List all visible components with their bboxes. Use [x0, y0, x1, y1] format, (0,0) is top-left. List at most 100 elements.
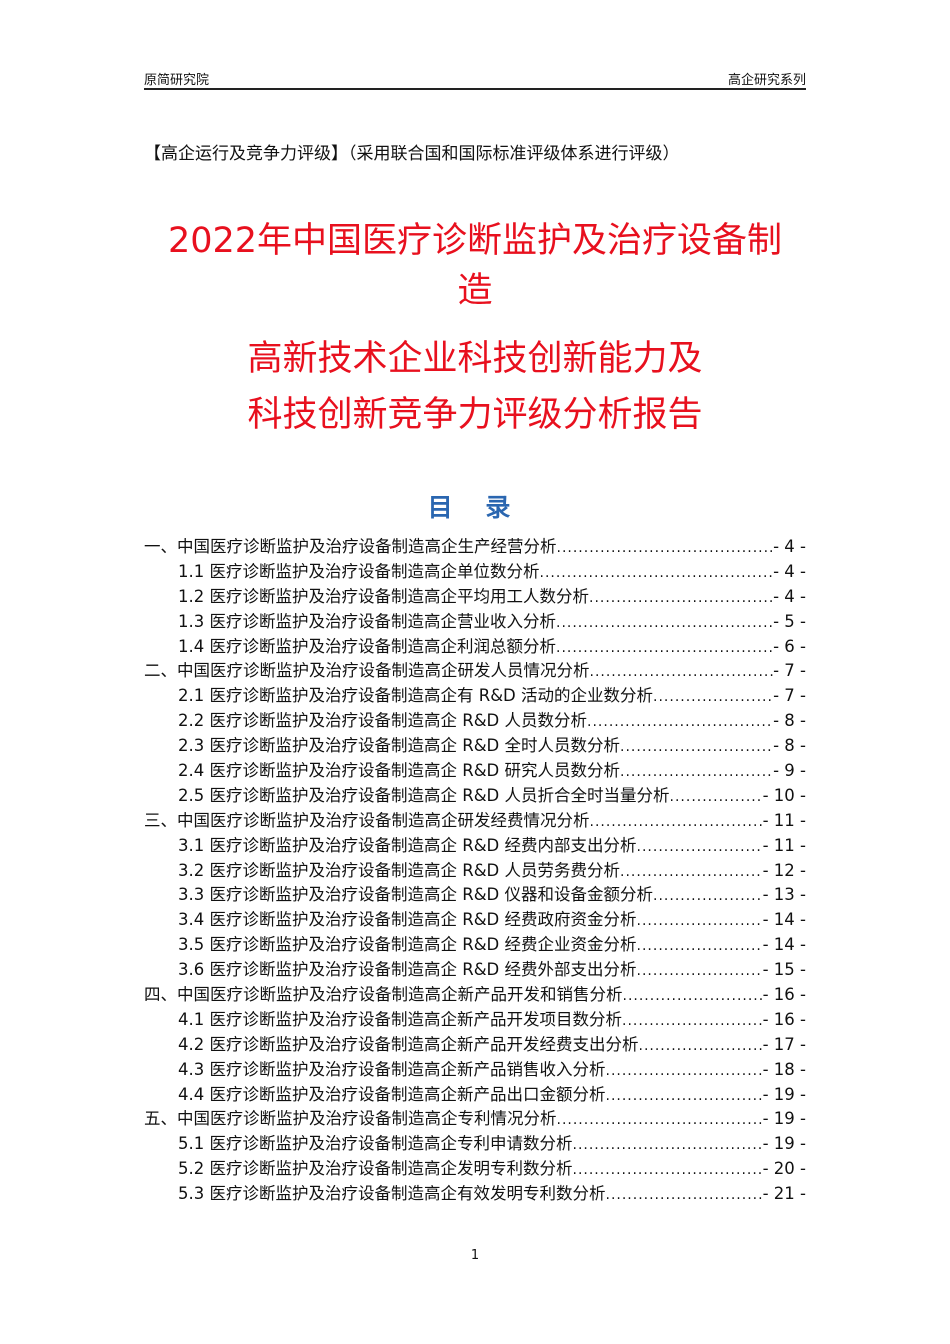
toc-entry[interactable]: 三、中国医疗诊断监护及治疗设备制造高企研发经费情况分析 - 11 - [144, 807, 806, 832]
toc-entry[interactable]: 二、中国医疗诊断监护及治疗设备制造高企研发人员情况分析 - 7 - [144, 657, 806, 682]
toc-entry[interactable]: 3.3 医疗诊断监护及治疗设备制造高企 R&D 仪器和设备金额分析 - 13 - [144, 881, 806, 906]
toc-entry-title: 三、中国医疗诊断监护及治疗设备制造高企研发经费情况分析 [144, 810, 590, 830]
toc-entry-title: 4.1 医疗诊断监护及治疗设备制造高企新产品开发项目数分析 [178, 1009, 622, 1029]
toc-entry-page: - 18 - [762, 1059, 806, 1079]
toc-entry-page: - 10 - [762, 785, 806, 805]
toc-entry-title: 3.4 医疗诊断监护及治疗设备制造高企 R&D 经费政府资金分析 [178, 910, 637, 930]
toc-entry[interactable]: 4.2 医疗诊断监护及治疗设备制造高企新产品开发经费支出分析 - 17 - [144, 1031, 806, 1056]
dot-leader [637, 839, 763, 855]
toc-entry-title: 1.2 医疗诊断监护及治疗设备制造高企平均用工人数分析 [178, 586, 589, 606]
toc-entry[interactable]: 2.3 医疗诊断监护及治疗设备制造高企 R&D 全时人员数分析 - 8 - [144, 732, 806, 757]
toc-entry-title: 一、中国医疗诊断监护及治疗设备制造高企生产经营分析 [144, 537, 557, 556]
report-subtitle: 【高企运行及竞争力评级】（采用联合国和国际标准评级体系进行评级） [144, 144, 680, 164]
toc-entry[interactable]: 五、中国医疗诊断监护及治疗设备制造高企专利情况分析 - 19 - [144, 1105, 806, 1130]
toc-entry[interactable]: 4.1 医疗诊断监护及治疗设备制造高企新产品开发项目数分析 - 16 - [144, 1006, 806, 1031]
toc-entry[interactable]: 3.4 医疗诊断监护及治疗设备制造高企 R&D 经费政府资金分析 - 14 - [144, 906, 806, 931]
dot-leader [606, 1187, 763, 1203]
dot-leader [622, 1013, 763, 1029]
dot-leader [637, 938, 763, 954]
toc-entry-page: - 4 - [773, 537, 806, 556]
toc-entry-title: 1.1 医疗诊断监护及治疗设备制造高企单位数分析 [178, 561, 540, 581]
toc-entry-page: - 19 - [762, 1084, 806, 1104]
toc-entry[interactable]: 2.5 医疗诊断监护及治疗设备制造高企 R&D 人员折合全时当量分析 - 10 - [144, 782, 806, 807]
toc-entry-title: 四、中国医疗诊断监护及治疗设备制造高企新产品开发和销售分析 [144, 985, 623, 1005]
table-of-contents: 一、中国医疗诊断监护及治疗设备制造高企生产经营分析- 4 -1.1 医疗诊断监护… [144, 533, 806, 1205]
toc-entry[interactable]: 3.2 医疗诊断监护及治疗设备制造高企 R&D 人员劳务费分析 - 12 - [144, 857, 806, 882]
toc-entry-page: - 11 - [762, 835, 806, 855]
dot-leader [637, 963, 763, 979]
dot-leader [653, 888, 763, 904]
toc-entry-page: - 15 - [762, 960, 806, 980]
toc-heading: 目 录 [427, 493, 523, 522]
toc-entry-page: - 19 - [762, 1109, 806, 1129]
page-number: 1 [470, 1248, 480, 1263]
dot-leader [557, 1112, 763, 1128]
dot-leader [620, 864, 763, 880]
toc-entry-title: 3.6 医疗诊断监护及治疗设备制造高企 R&D 经费外部支出分析 [178, 960, 637, 980]
toc-entry-title: 1.4 医疗诊断监护及治疗设备制造高企利润总额分析 [178, 636, 556, 656]
toc-entry-title: 3.3 医疗诊断监护及治疗设备制造高企 R&D 仪器和设备金额分析 [178, 885, 654, 905]
toc-entry[interactable]: 一、中国医疗诊断监护及治疗设备制造高企生产经营分析 - 4 - [144, 533, 806, 558]
toc-entry-page: - 11 - [762, 810, 806, 830]
toc-entry-page: - 4 - [773, 586, 806, 606]
dot-leader [590, 814, 763, 830]
toc-entry[interactable]: 3.6 医疗诊断监护及治疗设备制造高企 R&D 经费外部支出分析 - 15 - [144, 956, 806, 981]
toc-entry-page: - 9 - [773, 761, 806, 781]
toc-entry-page: - 16 - [762, 985, 806, 1005]
toc-entry-page: - 5 - [773, 611, 806, 631]
toc-entry[interactable]: 1.3 医疗诊断监护及治疗设备制造高企营业收入分析 - 5 - [144, 608, 806, 633]
header-right: 高企研究系列 [727, 73, 806, 88]
toc-entry[interactable]: 2.2 医疗诊断监护及治疗设备制造高企 R&D 人员数分析 - 8 - [144, 707, 806, 732]
toc-entry-title: 2.2 医疗诊断监护及治疗设备制造高企 R&D 人员数分析 [178, 711, 588, 731]
title-line: 科技创新竞争力评级分析报告 [247, 395, 703, 435]
toc-entry[interactable]: 2.4 医疗诊断监护及治疗设备制造高企 R&D 研究人员数分析 - 9 - [144, 757, 806, 782]
toc-entry-page: - 20 - [762, 1159, 806, 1179]
toc-entry[interactable]: 4.4 医疗诊断监护及治疗设备制造高企新产品出口金额分析 - 19 - [144, 1081, 806, 1106]
toc-entry-title: 2.4 医疗诊断监护及治疗设备制造高企 R&D 研究人员数分析 [178, 761, 621, 781]
dot-leader [606, 1088, 763, 1104]
toc-entry-title: 2.1 医疗诊断监护及治疗设备制造高企有 R&D 活动的企业数分析 [178, 686, 654, 706]
toc-entry-title: 4.3 医疗诊断监护及治疗设备制造高企新产品销售收入分析 [178, 1059, 606, 1079]
toc-entry-title: 5.2 医疗诊断监护及治疗设备制造高企发明专利数分析 [178, 1159, 573, 1179]
dot-leader [653, 689, 773, 705]
toc-entry-page: - 8 - [773, 736, 806, 756]
title-line: 2022年中国医疗诊断监护及治疗设备制 [167, 221, 783, 261]
toc-entry[interactable]: 3.5 医疗诊断监护及治疗设备制造高企 R&D 经费企业资金分析 - 14 - [144, 931, 806, 956]
dot-leader [557, 540, 774, 556]
dot-leader [620, 764, 773, 780]
toc-entry-title: 1.3 医疗诊断监护及治疗设备制造高企营业收入分析 [178, 611, 556, 631]
toc-entry-title: 五、中国医疗诊断监护及治疗设备制造高企专利情况分析 [144, 1109, 557, 1129]
title-line: 造 [457, 271, 493, 311]
toc-entry-title: 3.5 医疗诊断监护及治疗设备制造高企 R&D 经费企业资金分析 [178, 935, 637, 955]
toc-entry[interactable]: 1.1 医疗诊断监护及治疗设备制造高企单位数分析 - 4 - [144, 558, 806, 583]
toc-entry-title: 4.2 医疗诊断监护及治疗设备制造高企新产品开发经费支出分析 [178, 1034, 639, 1054]
dot-leader [590, 664, 774, 680]
toc-entry-page: - 7 - [773, 686, 806, 706]
toc-entry-title: 2.3 医疗诊断监护及治疗设备制造高企 R&D 全时人员数分析 [178, 736, 621, 756]
toc-entry[interactable]: 5.2 医疗诊断监护及治疗设备制造高企发明专利数分析 - 20 - [144, 1155, 806, 1180]
title-line: 高新技术企业科技创新能力及 [247, 339, 703, 379]
toc-entry[interactable]: 四、中国医疗诊断监护及治疗设备制造高企新产品开发和销售分析 - 16 - [144, 981, 806, 1006]
toc-entry[interactable]: 5.3 医疗诊断监护及治疗设备制造高企有效发明专利数分析 - 21 - [144, 1180, 806, 1205]
toc-entry-title: 二、中国医疗诊断监护及治疗设备制造高企研发人员情况分析 [144, 661, 590, 681]
toc-entry-page: - 16 - [762, 1009, 806, 1029]
toc-entry-page: - 6 - [773, 636, 806, 656]
toc-entry[interactable]: 5.1 医疗诊断监护及治疗设备制造高企专利申请数分析 - 19 - [144, 1130, 806, 1155]
toc-entry-title: 4.4 医疗诊断监护及治疗设备制造高企新产品出口金额分析 [178, 1084, 606, 1104]
toc-entry-page: - 4 - [773, 561, 806, 581]
toc-entry-title: 3.2 医疗诊断监护及治疗设备制造高企 R&D 人员劳务费分析 [178, 860, 621, 880]
toc-entry[interactable]: 1.4 医疗诊断监护及治疗设备制造高企利润总额分析 - 6 - [144, 633, 806, 658]
toc-entry-page: - 14 - [762, 910, 806, 930]
dot-leader [639, 1038, 763, 1054]
toc-entry[interactable]: 4.3 医疗诊断监护及治疗设备制造高企新产品销售收入分析 - 18 - [144, 1056, 806, 1081]
toc-entry-page: - 21 - [762, 1184, 806, 1204]
dot-leader [623, 988, 763, 1004]
dot-leader [589, 590, 773, 606]
toc-entry[interactable]: 3.1 医疗诊断监护及治疗设备制造高企 R&D 经费内部支出分析 - 11 - [144, 832, 806, 857]
toc-entry-title: 3.1 医疗诊断监护及治疗设备制造高企 R&D 经费内部支出分析 [178, 835, 637, 855]
toc-entry-page: - 14 - [762, 935, 806, 955]
toc-entry[interactable]: 2.1 医疗诊断监护及治疗设备制造高企有 R&D 活动的企业数分析 - 7 - [144, 682, 806, 707]
dot-leader [587, 714, 773, 730]
dot-leader [556, 615, 773, 631]
toc-entry[interactable]: 1.2 医疗诊断监护及治疗设备制造高企平均用工人数分析 - 4 - [144, 583, 806, 608]
